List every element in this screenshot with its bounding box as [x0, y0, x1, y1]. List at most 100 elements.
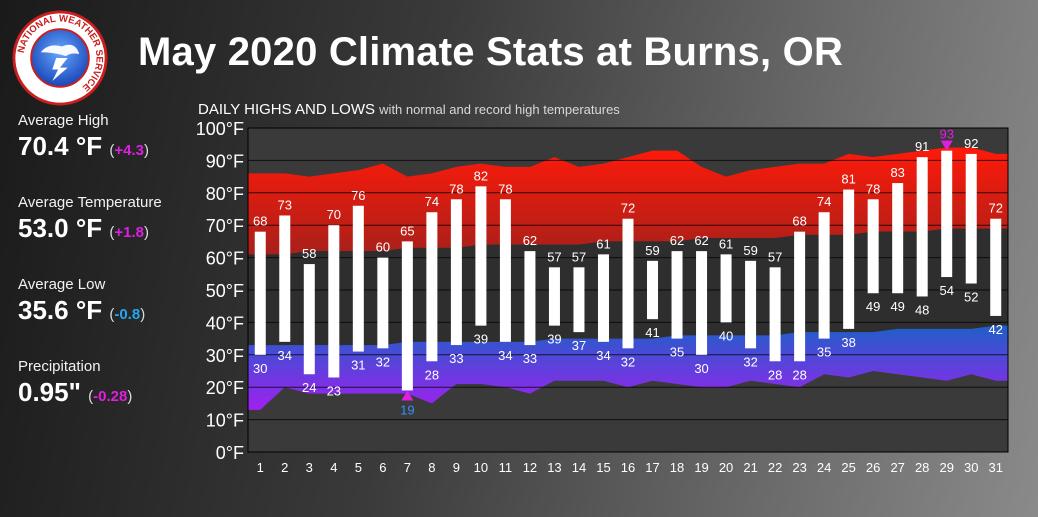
- temp-bar: [647, 260, 659, 320]
- x-tick-label: 18: [670, 460, 684, 475]
- low-value-label: 33: [449, 351, 463, 366]
- x-tick-label: 31: [989, 460, 1003, 475]
- low-value-label: 31: [351, 358, 365, 373]
- plot-frame: [247, 127, 1009, 453]
- x-tick-label: 12: [523, 460, 537, 475]
- stat-label: Average High: [18, 112, 109, 129]
- temp-bar: [254, 231, 266, 355]
- low-value-label: 30: [253, 361, 267, 376]
- x-tick-label: 22: [768, 460, 782, 475]
- high-value-label: 59: [743, 243, 757, 258]
- low-value-label: 32: [621, 354, 635, 369]
- temp-bar: [818, 212, 830, 339]
- high-value-label: 65: [400, 223, 414, 238]
- y-tick-label: 60°F: [206, 249, 244, 269]
- high-value-label: 78: [449, 181, 463, 196]
- temp-bar: [720, 254, 732, 323]
- stat-value: 35.6 °F: [18, 295, 103, 325]
- high-value-label: 62: [523, 233, 537, 248]
- temp-bar: [597, 254, 609, 342]
- temp-bar: [303, 264, 315, 375]
- x-tick-label: 27: [890, 460, 904, 475]
- high-value-label: 58: [302, 246, 316, 261]
- x-tick-label: 26: [866, 460, 880, 475]
- high-value-label: 57: [547, 249, 561, 264]
- low-value-label: 49: [890, 299, 904, 314]
- high-value-label: 68: [253, 214, 267, 229]
- high-value-label: 78: [498, 181, 512, 196]
- x-tick-label: 1: [257, 460, 264, 475]
- stat-value: 53.0 °F: [18, 213, 103, 243]
- temp-bar: [622, 218, 634, 349]
- y-tick-label: 80°F: [206, 184, 244, 204]
- temp-bar: [475, 186, 487, 326]
- temp-bar: [794, 231, 806, 362]
- temp-bar: [328, 225, 340, 378]
- x-tick-label: 28: [915, 460, 929, 475]
- high-value-label: 81: [841, 172, 855, 187]
- stat-label: Average Temperature: [18, 194, 162, 211]
- high-value-label: 62: [670, 233, 684, 248]
- x-tick-label: 21: [743, 460, 757, 475]
- high-value-label: 83: [890, 165, 904, 180]
- low-value-label: 52: [964, 290, 978, 305]
- low-value-label: 41: [645, 325, 659, 340]
- temp-bar: [843, 189, 855, 329]
- low-value-label: 28: [768, 367, 782, 382]
- temp-bar: [573, 267, 585, 333]
- temp-bar: [769, 267, 781, 362]
- high-value-label: 72: [989, 201, 1003, 216]
- low-value-label: 49: [866, 299, 880, 314]
- low-value-label: 34: [596, 348, 610, 363]
- x-tick-label: 5: [355, 460, 362, 475]
- temp-bar: [352, 205, 364, 352]
- temp-bar: [916, 157, 928, 297]
- low-value-label: 42: [989, 322, 1003, 337]
- low-value-label: 24: [302, 380, 316, 395]
- temp-bar: [499, 199, 511, 342]
- page-title: May 2020 Climate Stats at Burns, OR: [138, 30, 844, 74]
- low-value-label: 48: [915, 302, 929, 317]
- low-value-label: 37: [572, 338, 586, 353]
- y-tick-label: 30°F: [206, 346, 244, 366]
- x-tick-label: 29: [939, 460, 953, 475]
- y-tick-label: 20°F: [206, 378, 244, 398]
- temp-bar: [450, 199, 462, 346]
- high-value-label: 74: [425, 194, 439, 209]
- stat-average-temperature: Average Temperature 53.0 °F (+1.8): [18, 194, 193, 244]
- high-value-label: 70: [327, 207, 341, 222]
- x-tick-label: 19: [694, 460, 708, 475]
- x-tick-label: 16: [621, 460, 635, 475]
- y-tick-label: 40°F: [206, 313, 244, 333]
- stat-value: 70.4 °F: [18, 131, 103, 161]
- low-value-label: 34: [278, 348, 292, 363]
- y-tick-label: 50°F: [206, 281, 244, 301]
- y-tick-label: 90°F: [206, 151, 244, 171]
- stat-average-high: Average High 70.4 °F (+4.3): [18, 112, 193, 162]
- low-value-label: 32: [376, 354, 390, 369]
- x-tick-label: 8: [428, 460, 435, 475]
- high-value-label: 72: [621, 201, 635, 216]
- high-value-label: 62: [694, 233, 708, 248]
- x-tick-label: 23: [792, 460, 806, 475]
- high-value-label: 78: [866, 181, 880, 196]
- x-tick-label: 24: [817, 460, 831, 475]
- temp-bar: [671, 251, 683, 339]
- x-tick-label: 2: [281, 460, 288, 475]
- record-high-marker: [940, 140, 953, 151]
- high-value-label: 82: [474, 168, 488, 183]
- y-tick-label: 10°F: [206, 411, 244, 431]
- high-value-label: 57: [768, 249, 782, 264]
- x-tick-label: 15: [596, 460, 610, 475]
- low-value-label: 33: [523, 351, 537, 366]
- temp-bar: [941, 150, 953, 278]
- high-value-label: 57: [572, 249, 586, 264]
- high-value-label: 68: [792, 214, 806, 229]
- temp-bar: [426, 212, 438, 362]
- y-tick-label: 70°F: [206, 216, 244, 236]
- high-value-label: 61: [596, 236, 610, 251]
- temp-bar: [745, 260, 757, 349]
- temp-bar: [990, 218, 1002, 316]
- temp-bar: [892, 183, 904, 294]
- x-tick-label: 14: [572, 460, 586, 475]
